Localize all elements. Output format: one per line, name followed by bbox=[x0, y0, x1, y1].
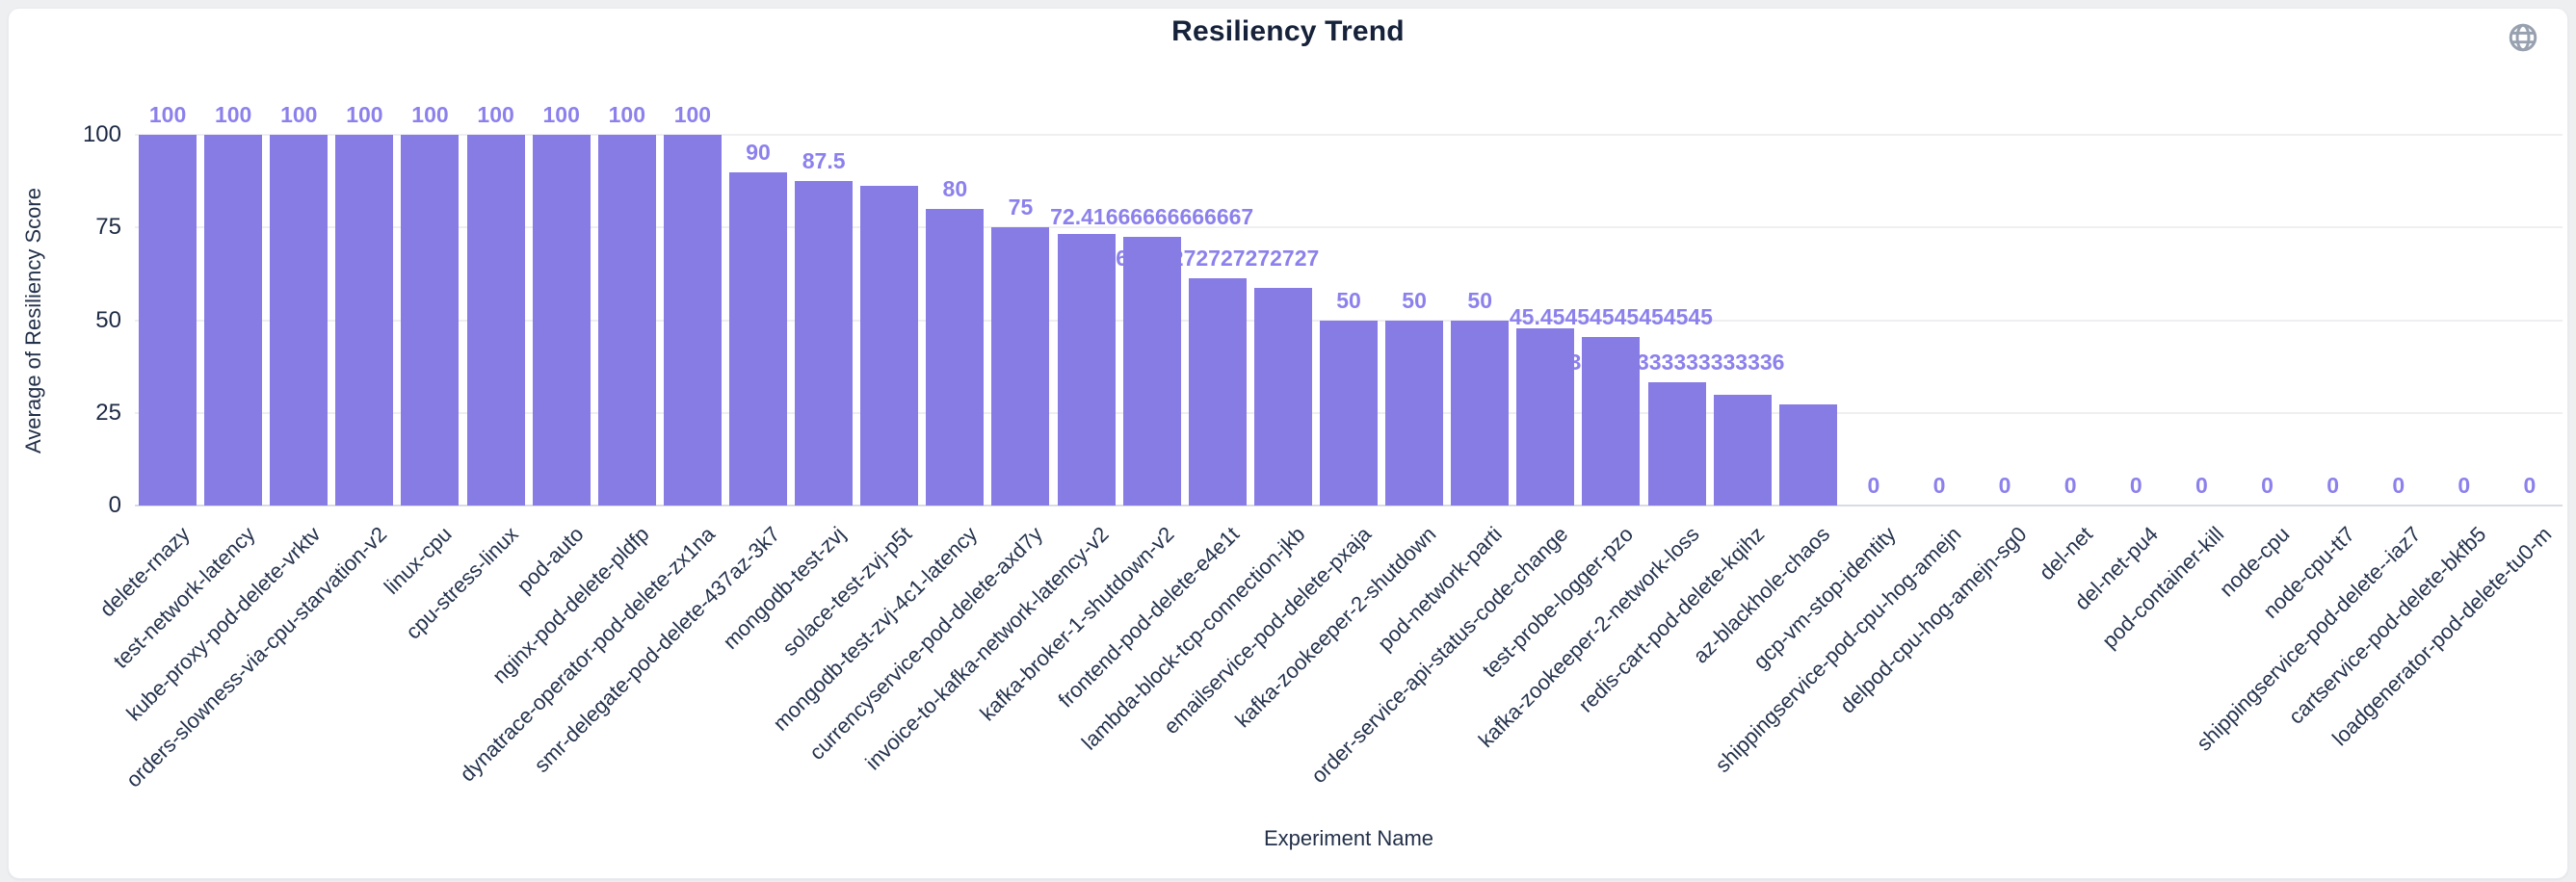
bar[interactable] bbox=[1451, 320, 1510, 506]
bar-value-label: 100 bbox=[608, 102, 645, 127]
globe-icon[interactable] bbox=[2507, 21, 2539, 54]
bar-value-label: 75 bbox=[1008, 195, 1034, 220]
bar[interactable] bbox=[204, 135, 263, 506]
bar[interactable] bbox=[1057, 233, 1116, 506]
bar-value-label: 0 bbox=[1867, 473, 1880, 498]
bar-value-label: 0 bbox=[1932, 473, 1946, 498]
bar-value-label: 50 bbox=[1402, 287, 1427, 313]
y-axis-tick-label: 25 bbox=[95, 399, 121, 426]
bar-value-label: 72.41666666666667 bbox=[1050, 204, 1254, 230]
bar-value-label: 50 bbox=[1467, 287, 1492, 313]
x-axis-line bbox=[135, 505, 2563, 506]
bar-value-label: 0 bbox=[2458, 473, 2471, 498]
x-axis-title: Experiment Name bbox=[1263, 826, 1434, 850]
bar[interactable] bbox=[1253, 288, 1312, 506]
bar-value-label: 0 bbox=[2063, 473, 2077, 498]
y-axis-tick-label: 0 bbox=[108, 492, 121, 518]
bar-value-label: 0 bbox=[1998, 473, 2011, 498]
bar-value-label: 80 bbox=[942, 176, 968, 201]
y-axis-tick-label: 50 bbox=[95, 306, 121, 333]
bar[interactable] bbox=[270, 135, 329, 506]
bar[interactable] bbox=[926, 209, 985, 506]
bar-value-label: 100 bbox=[346, 102, 383, 127]
bar[interactable] bbox=[1122, 237, 1181, 506]
bar-value-label: 90 bbox=[746, 139, 771, 165]
gridline bbox=[135, 226, 2563, 229]
bar-value-label: 50 bbox=[1336, 287, 1361, 313]
bar-value-label: 100 bbox=[214, 102, 252, 127]
bar-value-label: 0 bbox=[2326, 473, 2339, 498]
bar[interactable] bbox=[401, 135, 460, 506]
chart-title: Resiliency Trend bbox=[1171, 15, 1405, 47]
bar-value-label: 100 bbox=[148, 102, 187, 127]
bar[interactable] bbox=[1647, 381, 1706, 506]
y-axis-tick-label: 100 bbox=[82, 121, 121, 147]
bar-value-label: 0 bbox=[2523, 473, 2537, 498]
bar[interactable] bbox=[532, 135, 591, 506]
bar-value-label: 100 bbox=[411, 102, 449, 127]
bar[interactable] bbox=[860, 186, 919, 506]
bar[interactable] bbox=[1713, 394, 1772, 506]
bar[interactable] bbox=[1320, 320, 1378, 506]
bar[interactable] bbox=[466, 135, 525, 506]
bar[interactable] bbox=[729, 171, 788, 506]
bar-value-label: 0 bbox=[2261, 473, 2274, 498]
bar-value-label: 100 bbox=[280, 102, 318, 127]
bar[interactable] bbox=[663, 135, 722, 506]
bar-value-label: 0 bbox=[2392, 473, 2405, 498]
y-axis-tick-label: 75 bbox=[95, 214, 121, 241]
bar-value-label: 45.45454545454545 bbox=[1509, 304, 1713, 329]
bar[interactable] bbox=[1516, 327, 1575, 506]
bar[interactable] bbox=[1582, 337, 1641, 506]
bar-value-label: 0 bbox=[2195, 473, 2208, 498]
bar-value-label: 87.5 bbox=[802, 148, 846, 174]
bar[interactable] bbox=[597, 135, 656, 506]
bar-value-label: 100 bbox=[542, 102, 580, 127]
gridline bbox=[135, 134, 2563, 136]
bar[interactable] bbox=[1778, 403, 1837, 506]
bar-value-label: 0 bbox=[2129, 473, 2142, 498]
bar[interactable] bbox=[139, 135, 197, 506]
bar[interactable] bbox=[335, 135, 394, 506]
bar-value-label: 100 bbox=[673, 102, 712, 127]
bar[interactable] bbox=[1385, 320, 1444, 506]
bar-value-label: 100 bbox=[477, 102, 514, 127]
bar[interactable] bbox=[795, 181, 854, 506]
bar[interactable] bbox=[1188, 278, 1247, 506]
bar[interactable] bbox=[991, 227, 1050, 506]
